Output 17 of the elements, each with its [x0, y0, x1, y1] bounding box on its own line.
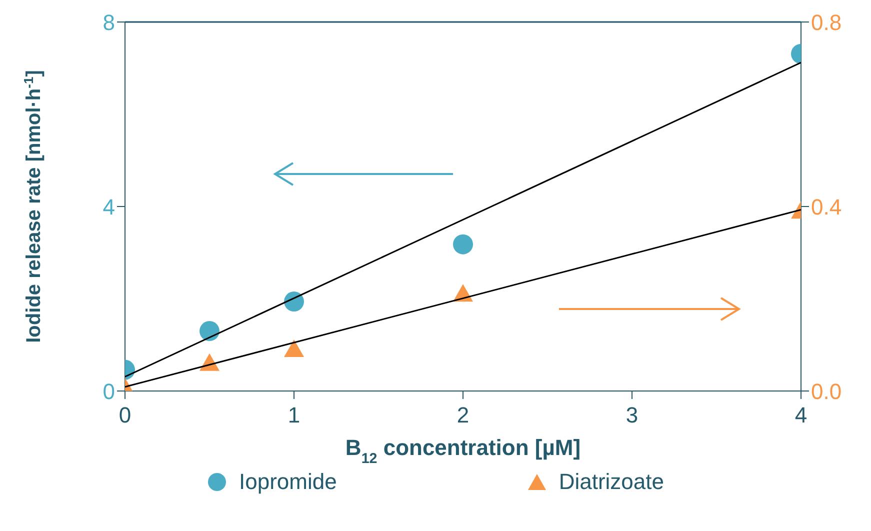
y2-tick-label: 0.8 — [811, 10, 842, 35]
y-tick-label: 0 — [102, 378, 115, 404]
x-tick-label: 4 — [794, 402, 808, 428]
x-tick-label: 2 — [456, 402, 470, 428]
x-axis-title: B$_{12}$ concentration [µM] — [345, 435, 581, 467]
y2-tick-label: 0.4 — [811, 194, 842, 220]
x-tick-label: 0 — [118, 402, 132, 428]
legend-label: Iopromide — [239, 469, 337, 495]
point — [284, 339, 304, 357]
y-tick-label: 4 — [102, 194, 115, 220]
x-tick-label: 3 — [626, 402, 638, 428]
point — [284, 292, 304, 312]
legend-label: Diatrizoate — [558, 469, 664, 495]
x-tick-label: 1 — [288, 402, 300, 428]
y2-tick-label: 0.0 — [811, 378, 842, 404]
point — [200, 321, 220, 342]
y-tick-label: 8 — [102, 10, 115, 35]
